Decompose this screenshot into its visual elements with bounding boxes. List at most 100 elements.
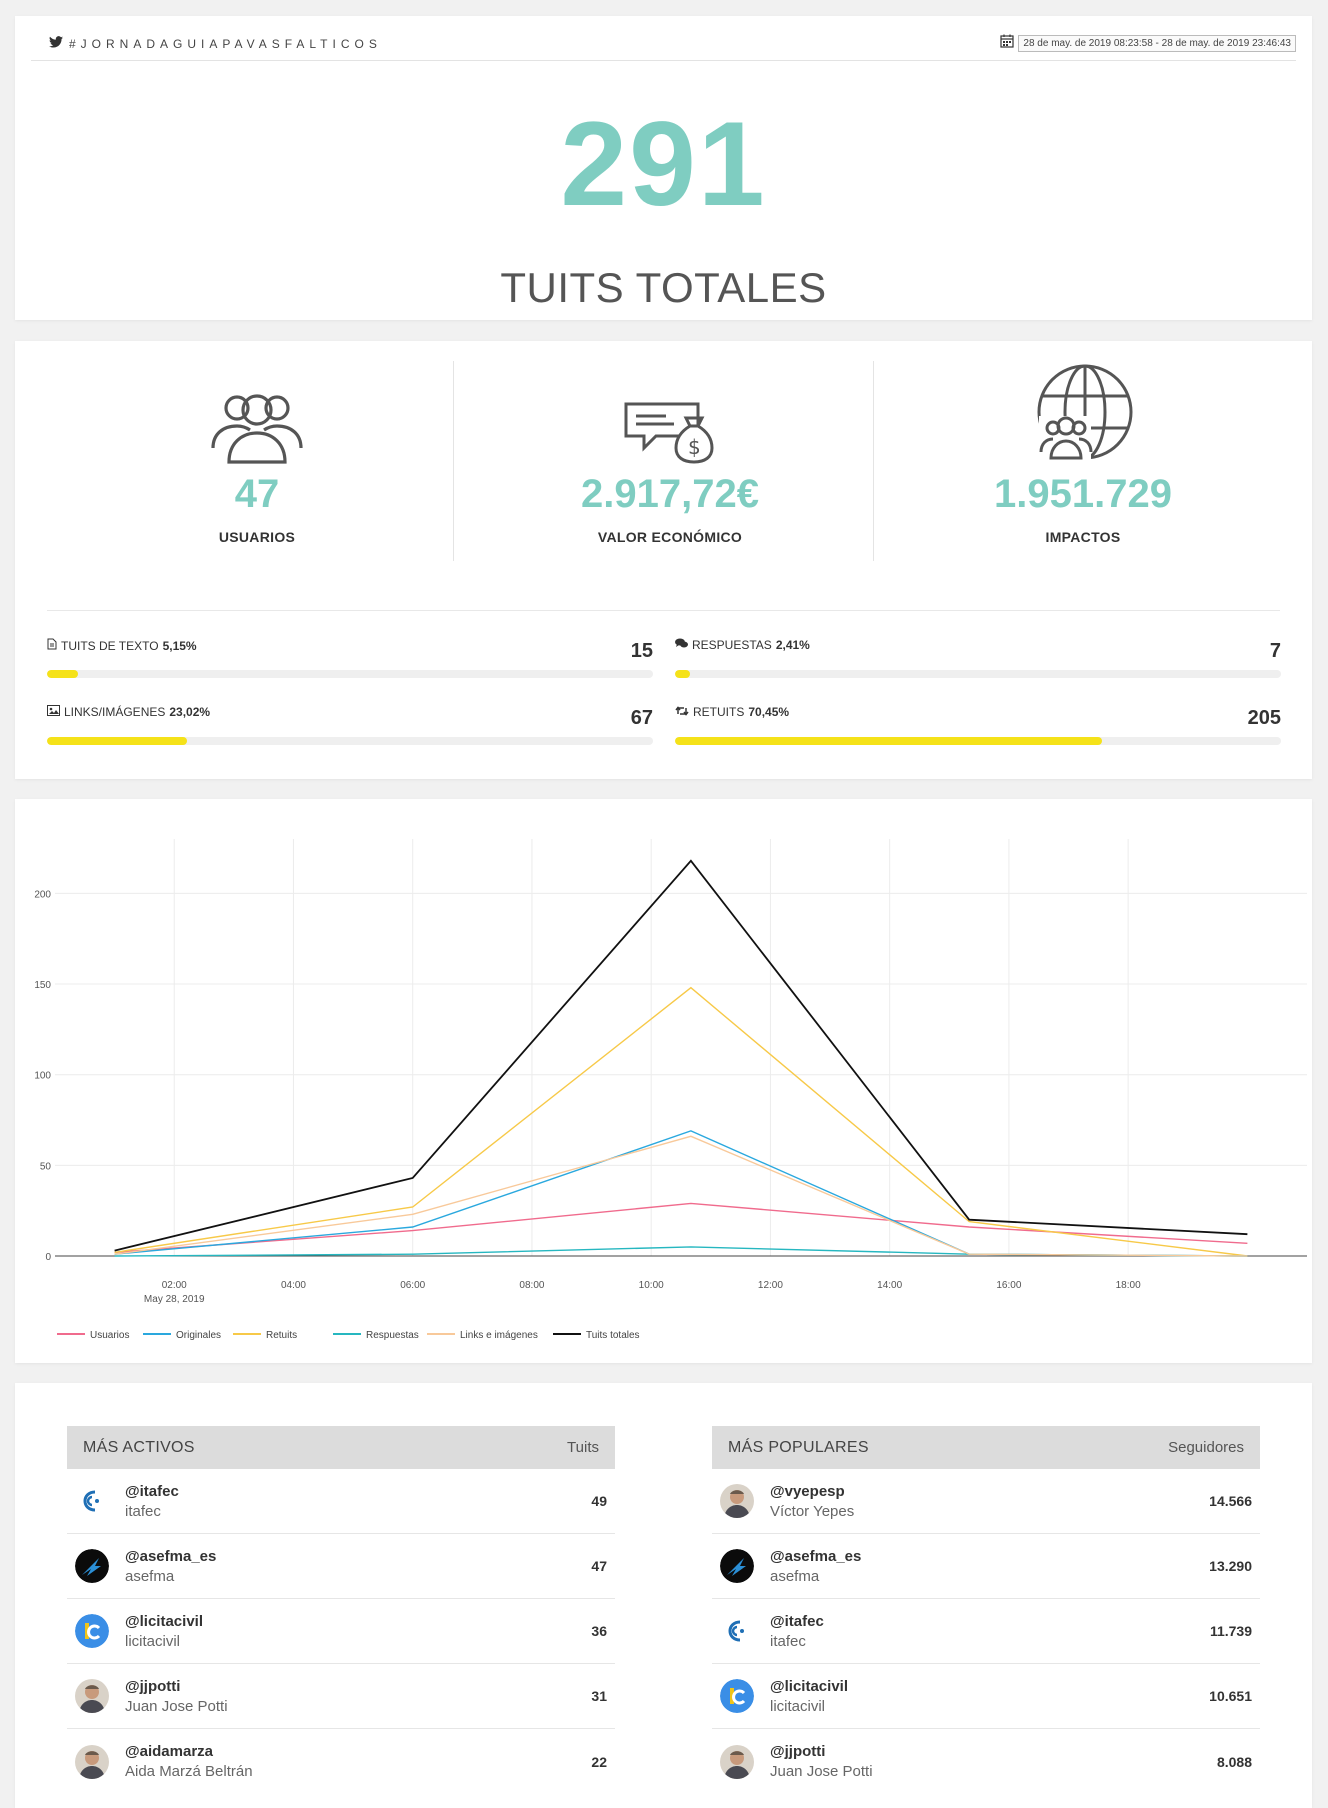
series-line-usuarios [114,1202,1248,1254]
metrics-card: 47 USUARIOS $ 2.917,72€ VALOR ECONÓMICO [15,341,1312,779]
row-value: 14.566 [1209,1493,1252,1509]
legend-label: Tuits totales [586,1330,640,1341]
money-message-icon: $ [622,400,718,469]
user-handle[interactable]: @licitacivil [770,1677,848,1695]
breakdown-percent: 2,41% [775,638,810,652]
table-row[interactable]: @jjpotti Juan Jose Potti 31 [67,1664,615,1729]
user-display-name: Víctor Yepes [770,1502,855,1520]
twitter-icon [49,36,63,51]
breakdown-value: 7 [1269,640,1281,662]
user-handle[interactable]: @jjpotti [770,1743,826,1760]
date-range[interactable]: 28 de may. de 2019 08:23:58 - 28 de may.… [1000,34,1296,53]
breakdown-value: 205 [1247,707,1281,729]
table-row[interactable]: @licitacivil licitacivil 10.651 [712,1664,1260,1729]
image-icon [47,705,60,719]
table-row[interactable]: @vyepesp Víctor Yepes 14.566 [712,1469,1260,1534]
total-tweets-label: TUITS TOTALES [500,264,827,311]
series-line-links-e-imágenes [114,1135,1248,1257]
user-handle[interactable]: @asefma_es [125,1547,217,1565]
table-row[interactable]: @jjpotti Juan Jose Potti 8.088 [712,1729,1260,1794]
breakdown-percent: 23,02% [169,705,211,719]
impacts-label: IMPACTOS [1045,529,1121,545]
legend-label: Respuestas [366,1330,419,1341]
user-handle[interactable]: @aidamarza [125,1743,214,1760]
user-handle[interactable]: @jjpotti [125,1677,181,1695]
x-axis-date-label: May 28, 2019 [144,1294,205,1305]
breakdown-percent: 5,15% [162,638,197,653]
licitacivil-logo-icon[interactable] [75,1614,109,1648]
comments-icon [675,638,688,652]
y-tick-label: 150 [34,980,51,991]
economic-value: 2.917,72€ [581,472,759,516]
series-line-originales [114,1130,1248,1257]
breakdown-text-tweets: TUITS DE TEXTO 5,15% 15 [47,638,653,688]
user-handle[interactable]: @itafec [125,1482,179,1500]
person-avatar-icon[interactable] [75,1679,109,1713]
user-handle[interactable]: @itafec [770,1612,824,1630]
progress-fill [675,737,1102,745]
metric-impacts: 1.951.729 IMPACTOS [873,364,1293,565]
progress-track [675,670,1281,678]
breakdown-label: RETUITS [693,705,745,719]
legend-label: Usuarios [90,1330,129,1341]
progress-fill [47,670,79,678]
x-tick-label: 04:00 [281,1280,306,1291]
y-tick-label: 50 [40,1161,52,1172]
calendar-icon [1000,34,1014,53]
legend-label: Retuits [266,1330,297,1341]
licitacivil-logo-icon[interactable] [720,1679,754,1713]
most-popular-table: MÁS POPULARES Seguidores @vyepesp Víctor … [712,1426,1260,1794]
table-row[interactable]: @asefma_es asefma 47 [67,1534,615,1599]
legend-label: Originales [176,1330,221,1341]
row-value: 11.739 [1209,1623,1252,1639]
user-display-name: asefma [770,1567,820,1585]
table-row[interactable]: @itafec itafec 11.739 [712,1599,1260,1664]
summary-card: #JORNADAGUIAPAVASFALTICOS 28 de may. de … [15,16,1312,320]
user-names: @licitacivil licitacivil [125,1613,591,1650]
impacts-value: 1.951.729 [994,472,1172,516]
user-handle[interactable]: @vyepesp [770,1482,845,1500]
row-value: 31 [591,1688,607,1704]
breakdown-links-images: LINKS/IMÁGENES 23,02% 67 [47,705,653,755]
asefma-logo-icon[interactable] [720,1549,754,1583]
document-icon [47,638,57,653]
breakdown-percent: 70,45% [748,705,790,719]
asefma-logo-icon[interactable] [75,1549,109,1583]
header-bar: #JORNADAGUIAPAVASFALTICOS 28 de may. de … [31,16,1296,61]
y-tick-label: 0 [45,1252,51,1263]
progress-fill [47,737,187,745]
user-display-name: asefma [125,1567,175,1585]
person-avatar-icon[interactable] [75,1744,109,1779]
divider [47,610,1280,611]
breakdown-retweets: RETUITS 70,45% 205 [675,705,1281,755]
globe-users-icon [1033,364,1133,469]
itafec-logo-icon[interactable] [75,1484,109,1518]
person-avatar-icon[interactable] [720,1744,754,1779]
user-handle[interactable]: @asefma_es [770,1547,862,1565]
table-row[interactable]: @licitacivil licitacivil 36 [67,1599,615,1664]
user-names: @aidamarza Aida Marzá Beltrán [125,1743,591,1780]
breakdown-value: 67 [630,707,653,729]
legend-label: Links e imágenes [460,1330,538,1341]
series-line-tuits-totales [114,859,1248,1252]
person-avatar-icon[interactable] [720,1484,754,1518]
date-range-text[interactable]: 28 de may. de 2019 08:23:58 - 28 de may.… [1018,35,1296,52]
table-row[interactable]: @aidamarza Aida Marzá Beltrán 22 [67,1729,615,1794]
user-display-name: Aida Marzá Beltrán [125,1763,253,1780]
total-tweets-number: 291 [560,97,767,231]
tweets-line-chart: 0 50 100 150 200 02:00 04:00 06:00 08:00 10:00 12:… [34,839,1307,1341]
breakdown-value: 15 [630,640,653,662]
progress-track [675,737,1281,745]
divider [453,361,454,561]
user-names: @licitacivil licitacivil [770,1678,1209,1715]
table-header: MÁS POPULARES Seguidores [712,1426,1260,1469]
row-value: 13.290 [1209,1558,1252,1574]
retweet-icon [675,705,689,719]
table-column-label: Tuits [567,1439,599,1456]
user-display-name: licitacivil [125,1632,181,1650]
progress-track [47,670,653,678]
table-row[interactable]: @itafec itafec 49 [67,1469,615,1534]
user-handle[interactable]: @licitacivil [125,1612,203,1630]
itafec-logo-icon[interactable] [720,1614,754,1648]
